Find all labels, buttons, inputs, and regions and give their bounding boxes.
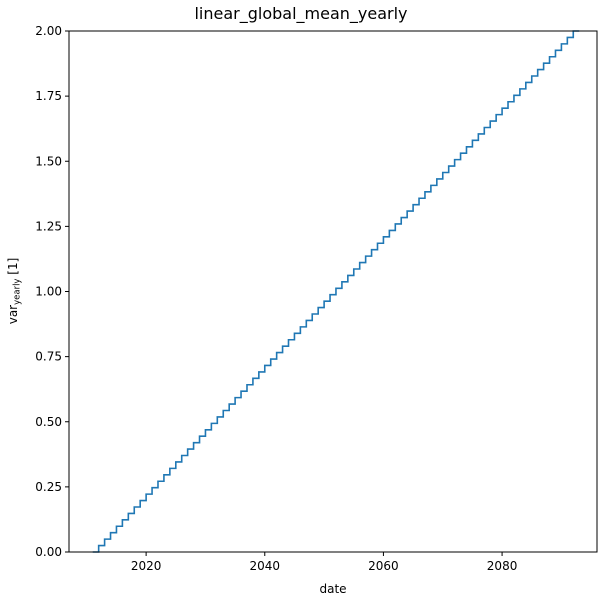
x-axis-ticks: 2020 2040 2060 2080 (131, 552, 518, 573)
y-tick-label: 0.75 (35, 350, 62, 364)
series-line (92, 30, 580, 553)
y-axis-label-base: var (6, 305, 20, 324)
y-axis-label-subscript: yearly (13, 279, 23, 305)
x-axis-label: date (319, 582, 346, 596)
y-tick-label: 1.00 (35, 285, 62, 299)
x-tick-label: 2040 (249, 559, 280, 573)
y-tick-label: 0.50 (35, 415, 62, 429)
y-tick-label: 0.25 (35, 480, 62, 494)
y-axis-label: varyearly [1] (6, 258, 23, 325)
y-tick-label: 1.75 (35, 89, 62, 103)
x-tick-label: 2020 (131, 559, 162, 573)
plot-area (68, 30, 598, 553)
y-axis-ticks: 0.00 0.25 0.50 0.75 1.00 1.25 1.50 1.75 2.00 (35, 24, 69, 559)
y-tick-label: 1.50 (35, 154, 62, 168)
x-tick-label: 2080 (487, 559, 518, 573)
y-tick-label: 1.25 (35, 219, 62, 233)
y-axis-label-suffix: [1] (6, 258, 20, 279)
y-tick-label: 2.00 (35, 24, 62, 38)
chart-title: linear_global_mean_yearly (194, 4, 407, 24)
plot-background (69, 31, 597, 552)
y-tick-label: 0.00 (35, 545, 62, 559)
x-tick-label: 2060 (368, 559, 399, 573)
